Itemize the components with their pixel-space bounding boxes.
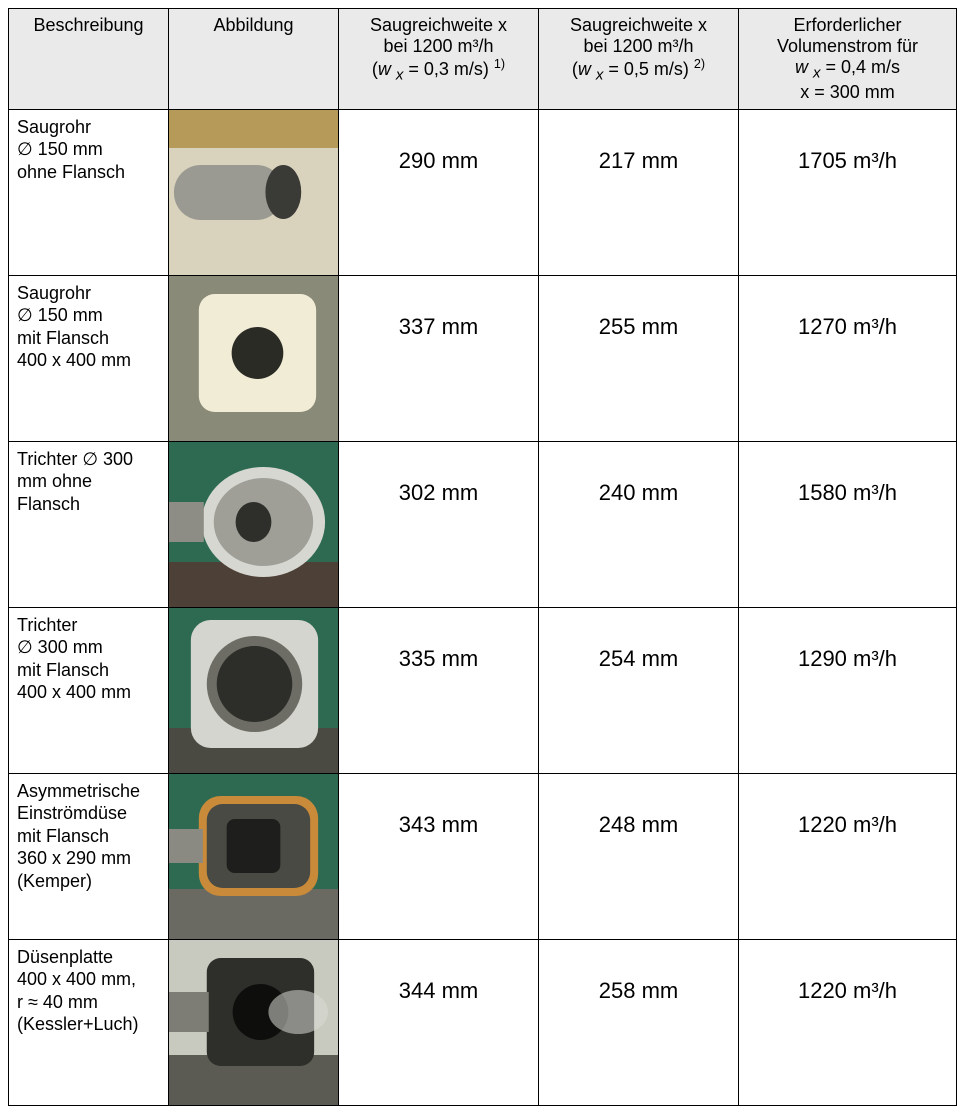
equipment-photo <box>169 110 338 275</box>
cell-description: Saugrohr∅ 150 mmohne Flansch <box>9 109 169 275</box>
cell-v2: 248 mm <box>539 773 739 939</box>
header-v3: Erforderlicher Volumenstrom für w x = 0,… <box>739 9 957 110</box>
cell-image <box>169 773 339 939</box>
header-row: Beschreibung Abbildung Saugreichweite x … <box>9 9 957 110</box>
cell-v1: 302 mm <box>339 441 539 607</box>
header-v2: Saugreichweite x bei 1200 m³/h (w x = 0,… <box>539 9 739 110</box>
table-row: AsymmetrischeEinströmdüsemit Flansch360 … <box>9 773 957 939</box>
cell-description: Saugrohr∅ 150 mmmit Flansch400 x 400 mm <box>9 275 169 441</box>
cell-v3: 1270 m³/h <box>739 275 957 441</box>
cell-image <box>169 275 339 441</box>
cell-v1: 290 mm <box>339 109 539 275</box>
table-row: Saugrohr∅ 150 mmohne Flansch 290 mm217 m… <box>9 109 957 275</box>
equipment-photo <box>169 608 338 773</box>
cell-image <box>169 939 339 1105</box>
cell-v3: 1290 m³/h <box>739 607 957 773</box>
cell-description: AsymmetrischeEinströmdüsemit Flansch360 … <box>9 773 169 939</box>
table-row: Düsenplatte400 x 400 mm,r ≈ 40 mm(Kessle… <box>9 939 957 1105</box>
cell-v3: 1220 m³/h <box>739 939 957 1105</box>
cell-description: Düsenplatte400 x 400 mm,r ≈ 40 mm(Kessle… <box>9 939 169 1105</box>
cell-v2: 255 mm <box>539 275 739 441</box>
cell-v2: 254 mm <box>539 607 739 773</box>
equipment-photo <box>169 442 338 607</box>
suction-table: Beschreibung Abbildung Saugreichweite x … <box>8 8 957 1106</box>
cell-v3: 1705 m³/h <box>739 109 957 275</box>
cell-v1: 344 mm <box>339 939 539 1105</box>
cell-v3: 1220 m³/h <box>739 773 957 939</box>
header-desc: Beschreibung <box>9 9 169 110</box>
cell-description: Trichter ∅ 300mm ohneFlansch <box>9 441 169 607</box>
cell-v1: 343 mm <box>339 773 539 939</box>
cell-v2: 240 mm <box>539 441 739 607</box>
header-img: Abbildung <box>169 9 339 110</box>
equipment-photo <box>169 774 338 939</box>
cell-v3: 1580 m³/h <box>739 441 957 607</box>
equipment-photo <box>169 276 338 441</box>
cell-image <box>169 109 339 275</box>
table-row: Trichter ∅ 300mm ohneFlansch 302 mm240 m… <box>9 441 957 607</box>
cell-v1: 335 mm <box>339 607 539 773</box>
cell-image <box>169 607 339 773</box>
header-v1: Saugreichweite x bei 1200 m³/h (w x = 0,… <box>339 9 539 110</box>
table-row: Saugrohr∅ 150 mmmit Flansch400 x 400 mm … <box>9 275 957 441</box>
cell-description: Trichter∅ 300 mmmit Flansch400 x 400 mm <box>9 607 169 773</box>
cell-image <box>169 441 339 607</box>
cell-v1: 337 mm <box>339 275 539 441</box>
cell-v2: 258 mm <box>539 939 739 1105</box>
table-row: Trichter∅ 300 mmmit Flansch400 x 400 mm … <box>9 607 957 773</box>
cell-v2: 217 mm <box>539 109 739 275</box>
